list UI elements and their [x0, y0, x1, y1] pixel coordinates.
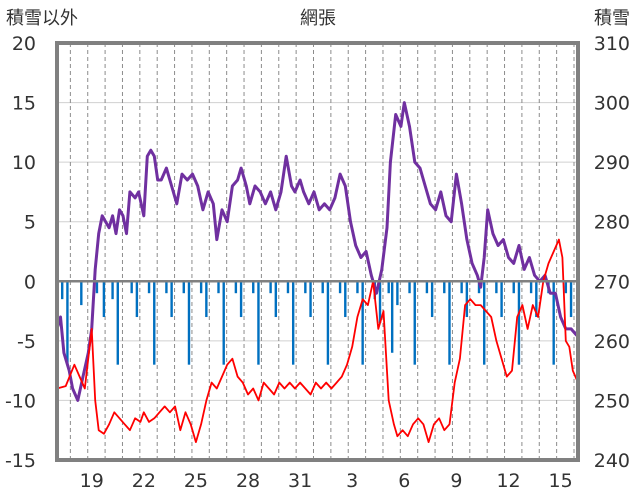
precipitation-bar [387, 281, 390, 294]
precipitation-bar [135, 281, 139, 318]
precipitation-bar [217, 281, 220, 294]
precipitation-bar [326, 281, 330, 365]
precipitation-bar [344, 281, 347, 318]
precipitation-bar [182, 281, 185, 294]
precipitation-bar [199, 281, 203, 294]
chart-title: 網張 [300, 8, 336, 29]
precipitation-bar [234, 281, 238, 294]
precipitation-bar [396, 281, 399, 306]
precipitation-bar [361, 281, 364, 365]
y-left-tick-label: 15 [12, 93, 36, 115]
y-right-tick-label: 310 [594, 33, 630, 55]
precipitation-bar [460, 281, 463, 294]
precipitation-bar [529, 281, 533, 294]
precipitation-bar [413, 281, 416, 365]
y-right-tick-label: 290 [594, 152, 630, 174]
x-tick-label: 28 [236, 470, 260, 492]
precipitation-bar [495, 281, 498, 294]
precipitation-bar [165, 281, 168, 294]
precipitation-bar [111, 281, 114, 300]
precipitation-bar [147, 281, 151, 294]
tick-labels: 20 15 10 5 0 -5 -10 -15 310 300 290 280 270 260 250 240… [5, 33, 630, 492]
snow_depth-line [55, 101, 580, 402]
precipitation-bar [356, 281, 359, 294]
x-tick-label: 3 [346, 470, 358, 492]
precipitation-bar [483, 281, 486, 365]
precipitation-bar [66, 281, 69, 365]
precipitation-bar [569, 281, 573, 318]
y-left-tick-label: -5 [17, 331, 36, 353]
x-tick-label: 22 [132, 470, 156, 492]
x-tick-label: 9 [450, 470, 462, 492]
y-right-tick-label: 280 [594, 212, 630, 234]
y-right-tick-label: 300 [594, 93, 630, 115]
precipitation-bar [257, 281, 260, 365]
precipitation-bar [465, 281, 469, 318]
y-left-tick-label: -15 [5, 450, 36, 472]
precipitation-bar [500, 281, 503, 318]
right-axis-label: 積雪 [594, 8, 630, 29]
precipitation-bar [95, 281, 99, 294]
precipitation-bar [269, 281, 272, 294]
precipitation-bar [448, 281, 451, 365]
y-right-tick-label: 250 [594, 390, 630, 412]
y-left-tick-label: 10 [12, 152, 36, 174]
precipitation-bar [512, 281, 515, 294]
y-left-tick-label: 5 [24, 212, 36, 234]
precipitation-bar [239, 281, 243, 318]
precipitation-bar [309, 281, 312, 318]
precipitation-bar [338, 281, 342, 294]
precipitation-bar [170, 281, 173, 318]
precipitation-bar [102, 281, 106, 318]
y-right-tick-label: 260 [594, 331, 630, 353]
precipitation-bar [187, 281, 191, 365]
precipitation-bar [564, 281, 568, 294]
precipitation-bar [61, 281, 64, 300]
precipitation-bar [552, 281, 555, 365]
y-left-tick-label: 0 [24, 271, 36, 293]
precipitation-bar [304, 281, 307, 294]
precipitation-bar [321, 281, 324, 294]
plot-border [55, 41, 580, 462]
precipitation-bar [443, 281, 446, 294]
x-tick-label: 25 [184, 470, 208, 492]
x-tick-label: 15 [549, 470, 573, 492]
precipitation-bar [153, 281, 156, 365]
left-axis-label: 積雪以外 [6, 8, 78, 29]
precipitation-bar [378, 281, 382, 323]
precipitation-bar [252, 281, 255, 294]
precipitation-bar [274, 281, 278, 318]
series-lines [55, 101, 580, 444]
precipitation-bar [286, 281, 290, 294]
precipitation-bar [408, 281, 411, 294]
temperature-line [56, 238, 579, 444]
y-right-tick-label: 240 [594, 450, 630, 472]
precipitation-bar [130, 281, 133, 294]
precipitation-bar [535, 281, 538, 318]
x-tick-label: 12 [496, 470, 520, 492]
precipitation-bar [517, 281, 521, 365]
precipitation-bar [116, 281, 119, 365]
x-tick-label: 19 [80, 470, 104, 492]
precipitation-bar [425, 281, 429, 294]
y-right-tick-label: 270 [594, 271, 630, 293]
precipitation-bar [222, 281, 225, 365]
precipitation-bar [291, 281, 295, 365]
precipitation-bar [430, 281, 434, 318]
precipitation-bar [80, 281, 83, 306]
precipitation-bars [61, 281, 573, 365]
x-tick-label: 31 [288, 470, 312, 492]
plot-frame [55, 41, 580, 462]
y-left-tick-label: 20 [12, 33, 36, 55]
x-tick-label: 6 [398, 470, 410, 492]
precipitation-bar [477, 281, 481, 294]
y-left-tick-label: -10 [5, 390, 36, 412]
precipitation-bar [205, 281, 208, 318]
precipitation-bar [390, 281, 394, 353]
